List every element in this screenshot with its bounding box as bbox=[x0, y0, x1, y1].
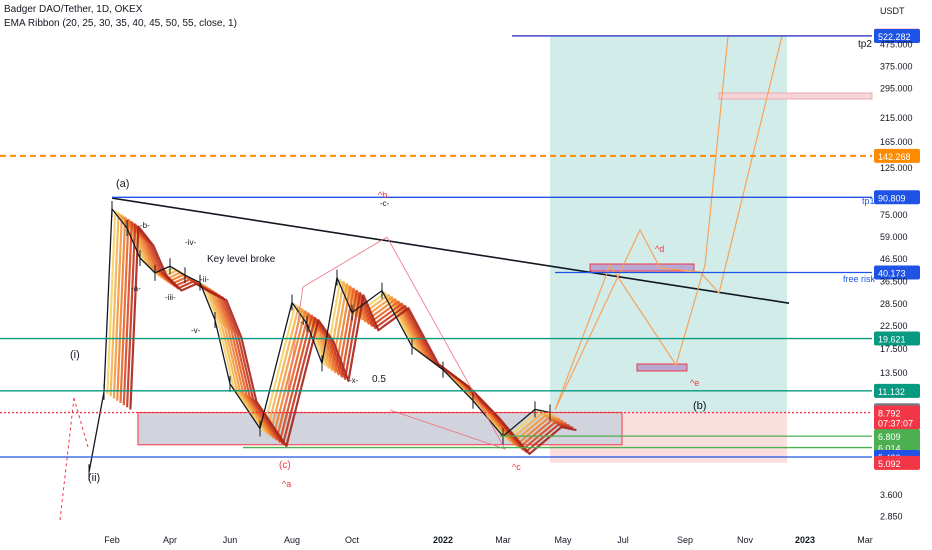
level-tag bbox=[874, 429, 920, 444]
annotation-label: -a- bbox=[131, 284, 141, 293]
annotation-label: -i- bbox=[300, 318, 307, 327]
projection-path-1 bbox=[554, 35, 783, 411]
price-tick: 46.500 bbox=[880, 254, 908, 264]
price-tick: 59.000 bbox=[880, 232, 908, 242]
price-tick: 75.000 bbox=[880, 210, 908, 220]
time-tick: Apr bbox=[163, 535, 177, 545]
level-label: 40.173 bbox=[878, 268, 906, 278]
annotation-label: ^b bbox=[378, 190, 387, 200]
level-tag bbox=[874, 265, 920, 280]
time-tick: Mar bbox=[495, 535, 511, 545]
annotation-label: Key level broke bbox=[207, 254, 276, 265]
time-tick: Jun bbox=[223, 535, 238, 545]
annotation-label: (a) bbox=[116, 178, 129, 190]
price-tick: 2.850 bbox=[880, 511, 903, 521]
price-line bbox=[88, 208, 551, 473]
level-tag bbox=[874, 405, 920, 430]
ema-line bbox=[112, 214, 561, 444]
level-label: 6.014 bbox=[878, 444, 901, 454]
price-tick: 215.000 bbox=[880, 113, 913, 123]
annotation-label: ^e bbox=[690, 378, 699, 388]
annotation-label: tp1 bbox=[862, 196, 875, 206]
level-label: 5.092 bbox=[878, 459, 901, 469]
descending-trendline bbox=[111, 197, 790, 304]
price-tick: 165.000 bbox=[880, 137, 913, 147]
annotation-label: (c) bbox=[279, 460, 291, 471]
price-axis[interactable]: USDT 475.000 375.000 295.000 215.000 165.000 1… bbox=[880, 6, 913, 521]
annotation-label: -b- bbox=[140, 221, 150, 230]
time-axis[interactable]: Feb Apr Jun Aug Oct 2022 Mar May Jul Sep Nov 2023 Ma… bbox=[104, 535, 873, 545]
price-levels: 523.853522.282142.26890.80940.17319.6211… bbox=[0, 28, 920, 470]
time-tick: Feb bbox=[104, 535, 120, 545]
annotation-label: tp2 bbox=[858, 39, 872, 50]
wave-ii-dashed bbox=[73, 397, 89, 448]
position-zones bbox=[137, 35, 873, 463]
price-tick: 13.500 bbox=[880, 368, 908, 378]
annotation-label: (i) bbox=[70, 349, 80, 361]
symbol-title: Badger DAO/Tether, 1D, OKEX bbox=[4, 4, 143, 15]
level-tag bbox=[874, 455, 920, 470]
ema-line bbox=[109, 212, 557, 442]
time-tick: Jul bbox=[617, 535, 629, 545]
level-label: 19.621 bbox=[878, 335, 906, 345]
level-tag bbox=[874, 190, 920, 205]
support-box-e bbox=[636, 363, 688, 372]
wave-ii-dashed bbox=[59, 397, 75, 521]
time-tick: Oct bbox=[345, 535, 360, 545]
annotation-label: (b) bbox=[693, 400, 706, 412]
price-tick: 375.000 bbox=[880, 62, 913, 72]
level-label: 8.792 bbox=[878, 409, 901, 419]
ema-line bbox=[129, 225, 577, 455]
time-tick: Mar bbox=[857, 535, 873, 545]
countdown-label: 07:37:07 bbox=[878, 419, 913, 429]
annotation-label: -c- bbox=[380, 199, 390, 208]
price-tick: 28.500 bbox=[880, 299, 908, 309]
target-zone bbox=[550, 35, 787, 413]
time-tick: Nov bbox=[737, 535, 754, 545]
annotation-label: ^c bbox=[512, 462, 521, 472]
price-tick: 3.600 bbox=[880, 490, 903, 500]
level-tag bbox=[874, 331, 920, 346]
annotation-label: -v- bbox=[191, 326, 201, 335]
price-tick: 295.000 bbox=[880, 84, 913, 94]
resistance-box-mid bbox=[589, 263, 695, 272]
candles bbox=[88, 200, 551, 481]
time-tick: Sep bbox=[677, 535, 693, 545]
annotation-label: 0.5 bbox=[372, 374, 386, 385]
annotation-label: -x- bbox=[349, 376, 359, 385]
level-tag bbox=[874, 148, 920, 163]
level-label: 522.282 bbox=[878, 32, 911, 42]
projection-path-2 bbox=[554, 35, 729, 411]
annotation-label: -ii- bbox=[200, 275, 209, 284]
time-tick: 2023 bbox=[795, 535, 815, 545]
annotation-label: -iv- bbox=[185, 238, 196, 247]
level-tag bbox=[874, 383, 920, 398]
level-label: 6.809 bbox=[878, 432, 901, 442]
price-tick: 22.500 bbox=[880, 321, 908, 331]
price-tick: 17.500 bbox=[880, 344, 908, 354]
annotation-label: ^d bbox=[655, 244, 664, 254]
resistance-box-high bbox=[718, 92, 873, 100]
level-label: 90.809 bbox=[878, 193, 906, 203]
annotation-label: (ii) bbox=[88, 472, 100, 484]
drawings bbox=[59, 35, 790, 521]
currency-label: USDT bbox=[880, 6, 905, 16]
level-label: 11.132 bbox=[878, 387, 905, 397]
time-tick: Aug bbox=[284, 535, 300, 545]
time-tick: May bbox=[554, 535, 572, 545]
annotation-label: free risk bbox=[843, 274, 876, 284]
indicator-legend: EMA Ribbon (20, 25, 30, 35, 40, 45, 50, … bbox=[4, 18, 237, 29]
annotation-label: ^a bbox=[282, 479, 291, 489]
annotation-label: -iii- bbox=[165, 293, 176, 302]
level-label: 142.268 bbox=[878, 152, 911, 162]
time-tick: 2022 bbox=[433, 535, 453, 545]
ema-line bbox=[116, 216, 564, 447]
level-tag bbox=[874, 29, 920, 43]
annotations: (a) (i) (ii) (b) (c) ^a ^b ^c ^d ^e 0.5 Key level b… bbox=[70, 39, 876, 489]
pattern-outline bbox=[284, 236, 506, 450]
price-tick: 36.500 bbox=[880, 276, 908, 286]
price-tick: 125.000 bbox=[880, 163, 913, 173]
price-tick: 475.000 bbox=[880, 40, 913, 50]
